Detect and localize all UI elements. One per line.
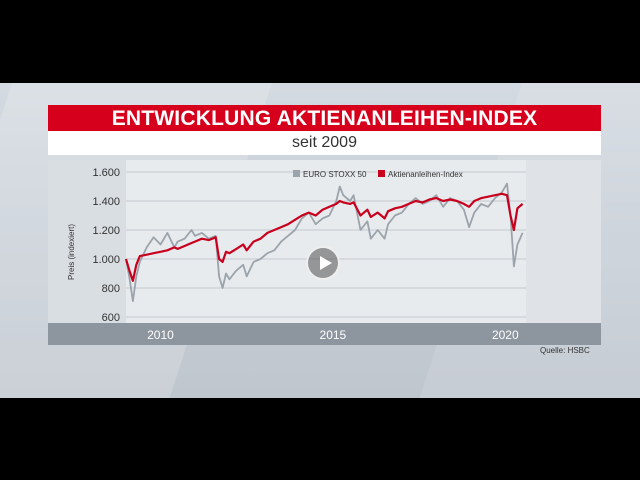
series-lines (124, 182, 524, 303)
y-axis-label: Preis (indexiert) (67, 224, 76, 280)
y-tick-label: 1.600 (92, 167, 120, 179)
y-axis-ticks: 600 800 1.000 1.200 1.400 1.600 (92, 167, 120, 324)
x-tick-label: 2010 (147, 328, 174, 342)
legend: EURO STOXX 50 Aktienanleihen-Index (293, 170, 463, 179)
page-subtitle: seit 2009 (48, 131, 601, 155)
series-line-euro-stoxx-50 (125, 182, 524, 303)
series-line-aktienanleihen-index (124, 192, 524, 282)
y-tick-label: 1.400 (92, 196, 120, 208)
y-tick-label: 1.000 (92, 254, 120, 266)
legend-swatch-aktienanleihen-index (378, 170, 385, 177)
x-axis-ticks: 2010 2015 2020 (147, 328, 519, 342)
y-axis-area (48, 160, 126, 345)
legend-swatch-euro-stoxx-50 (293, 170, 300, 177)
source-note: Quelle: HSBC (540, 346, 590, 355)
play-button[interactable] (306, 246, 340, 280)
y-tick-label: 1.200 (92, 225, 120, 237)
y-tick-label: 600 (102, 312, 120, 324)
x-axis-band (48, 323, 601, 345)
legend-label-aktienanleihen-index: Aktienanleihen-Index (388, 170, 463, 179)
plot-area (126, 160, 526, 323)
page-title: ENTWICKLUNG AKTIENANLEIHEN-INDEX (48, 105, 601, 131)
x-tick-label: 2015 (320, 328, 347, 342)
y-tick-label: 800 (102, 283, 120, 295)
x-tick-label: 2020 (492, 328, 519, 342)
legend-label-euro-stoxx-50: EURO STOXX 50 (303, 170, 367, 179)
